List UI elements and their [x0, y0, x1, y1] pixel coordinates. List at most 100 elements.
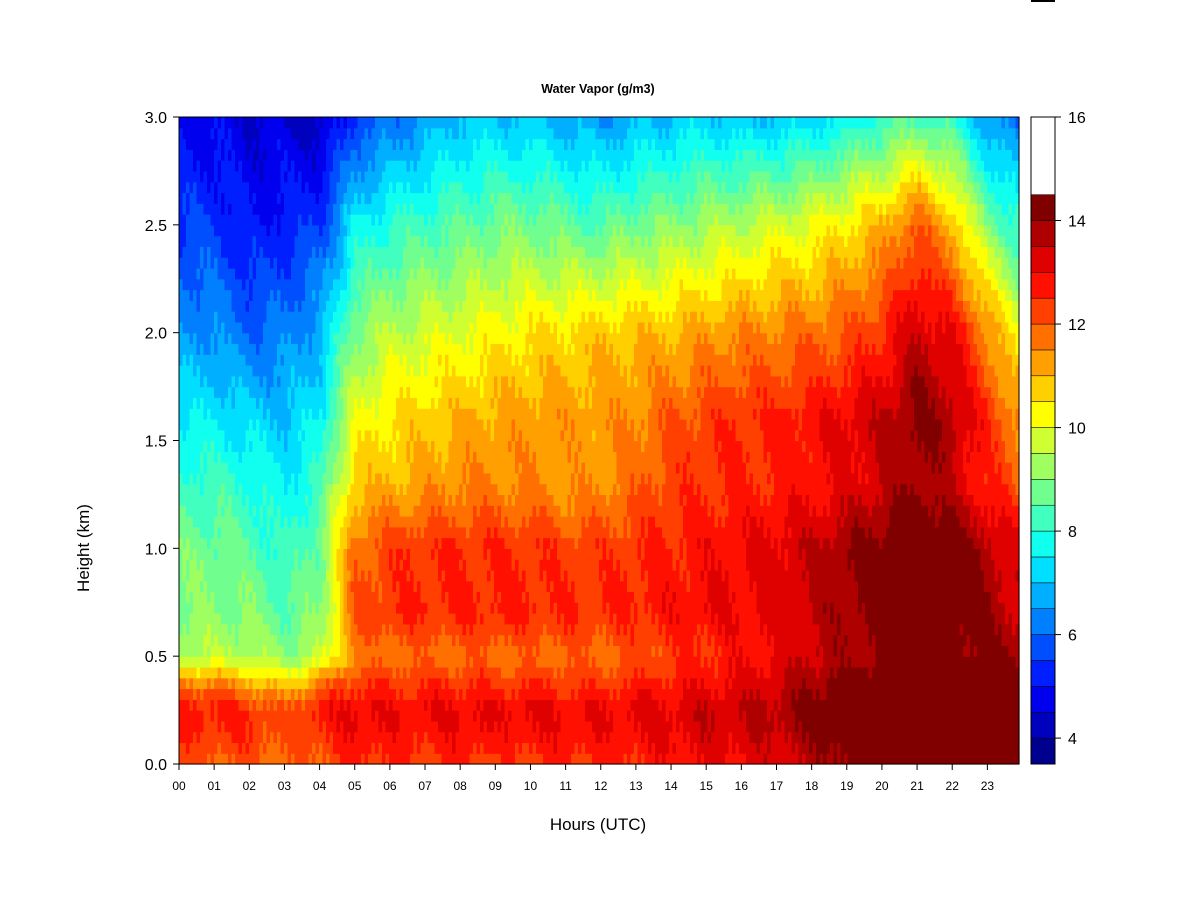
- heatmap-cell: [252, 634, 257, 646]
- heatmap-cell: [711, 677, 716, 690]
- heatmap-cell: [987, 688, 992, 700]
- heatmap-cell: [963, 559, 968, 571]
- heatmap-cell: [557, 710, 562, 722]
- heatmap-cell: [732, 656, 737, 668]
- heatmap-cell: [277, 677, 282, 690]
- heatmap-cell: [987, 591, 992, 603]
- heatmap-cell: [466, 569, 471, 582]
- heatmap-cell: [424, 645, 429, 657]
- heatmap-cell: [658, 569, 663, 582]
- heatmap-cell: [410, 623, 415, 636]
- heatmap-cell: [413, 720, 418, 733]
- heatmap-cell: [553, 699, 558, 711]
- heatmap-cell: [578, 623, 583, 636]
- heatmap-cell: [690, 699, 695, 711]
- heatmap-cell: [872, 569, 877, 582]
- heatmap-cell: [788, 591, 793, 603]
- heatmap-cell: [238, 559, 243, 571]
- heatmap-cell: [602, 548, 607, 560]
- heatmap-cell: [823, 602, 828, 614]
- heatmap-cell: [816, 688, 821, 700]
- heatmap-cell: [333, 613, 338, 625]
- heatmap-cell: [658, 656, 663, 668]
- heatmap-cell: [651, 645, 656, 657]
- heatmap-cell: [532, 559, 537, 571]
- heatmap-cell: [595, 710, 600, 722]
- heatmap-cell: [805, 559, 810, 571]
- heatmap-cell: [357, 710, 362, 722]
- heatmap-cell: [931, 699, 936, 711]
- heatmap-cell: [917, 753, 922, 765]
- heatmap-cell: [683, 537, 688, 549]
- heatmap-cell: [529, 742, 534, 754]
- heatmap-cell: [501, 591, 506, 603]
- heatmap-cell: [809, 656, 814, 668]
- heatmap-cell: [763, 537, 768, 549]
- heatmap-cell: [928, 677, 933, 690]
- heatmap-cell: [427, 634, 432, 646]
- heatmap-cell: [546, 677, 551, 690]
- heatmap-cell: [609, 537, 614, 549]
- heatmap-cell: [375, 591, 380, 603]
- heatmap-cell: [917, 569, 922, 582]
- heatmap-cell: [760, 634, 765, 646]
- heatmap-cell: [361, 742, 366, 754]
- heatmap-cell: [518, 688, 523, 700]
- heatmap-cell: [546, 666, 551, 679]
- heatmap-cell: [371, 666, 376, 679]
- heatmap-cell: [942, 580, 947, 593]
- heatmap-cell: [308, 710, 313, 722]
- heatmap-cell: [970, 710, 975, 722]
- heatmap-cell: [662, 645, 667, 657]
- heatmap-cell: [816, 548, 821, 560]
- heatmap-cell: [718, 656, 723, 668]
- heatmap-cell: [504, 634, 509, 646]
- heatmap-cell: [592, 688, 597, 700]
- heatmap-cell: [480, 666, 485, 679]
- heatmap-cell: [462, 699, 467, 711]
- heatmap-cell: [476, 656, 481, 668]
- heatmap-cell: [588, 731, 593, 744]
- heatmap-cell: [287, 613, 292, 625]
- heatmap-cell: [728, 753, 733, 765]
- heatmap-cell: [669, 753, 674, 765]
- heatmap-cell: [560, 602, 565, 614]
- heatmap-cell: [273, 548, 278, 560]
- heatmap-cell: [977, 742, 982, 754]
- heatmap-cell: [651, 656, 656, 668]
- heatmap-cell: [812, 753, 817, 765]
- heatmap-cell: [186, 666, 191, 679]
- heatmap-cell: [525, 569, 530, 582]
- heatmap-cell: [669, 559, 674, 571]
- heatmap-cell: [546, 580, 551, 593]
- heatmap-cell: [938, 742, 943, 754]
- heatmap-cell: [644, 591, 649, 603]
- heatmap-cell: [753, 580, 758, 593]
- heatmap-cell: [805, 731, 810, 744]
- heatmap-cell: [882, 731, 887, 744]
- heatmap-cell: [977, 591, 982, 603]
- heatmap-cell: [721, 710, 726, 722]
- heatmap-cell: [746, 634, 751, 646]
- heatmap-cell: [735, 537, 740, 549]
- heatmap-cell: [343, 742, 348, 754]
- heatmap-cell: [949, 720, 954, 733]
- heatmap-cell: [273, 666, 278, 679]
- heatmap-cell: [1005, 699, 1010, 711]
- heatmap-cell: [182, 677, 187, 690]
- heatmap-cell: [473, 602, 478, 614]
- heatmap-cell: [224, 731, 229, 744]
- heatmap-cell: [907, 720, 912, 733]
- heatmap-cell: [728, 602, 733, 614]
- heatmap-cell: [781, 548, 786, 560]
- heatmap-cell: [357, 677, 362, 690]
- heatmap-cell: [378, 731, 383, 744]
- heatmap-cell: [242, 677, 247, 690]
- heatmap-cell: [231, 602, 236, 614]
- heatmap-cell: [581, 537, 586, 549]
- heatmap-cell: [830, 569, 835, 582]
- heatmap-cell: [865, 699, 870, 711]
- heatmap-cell: [305, 569, 310, 582]
- heatmap-cell: [998, 710, 1003, 722]
- heatmap-cell: [1008, 569, 1013, 582]
